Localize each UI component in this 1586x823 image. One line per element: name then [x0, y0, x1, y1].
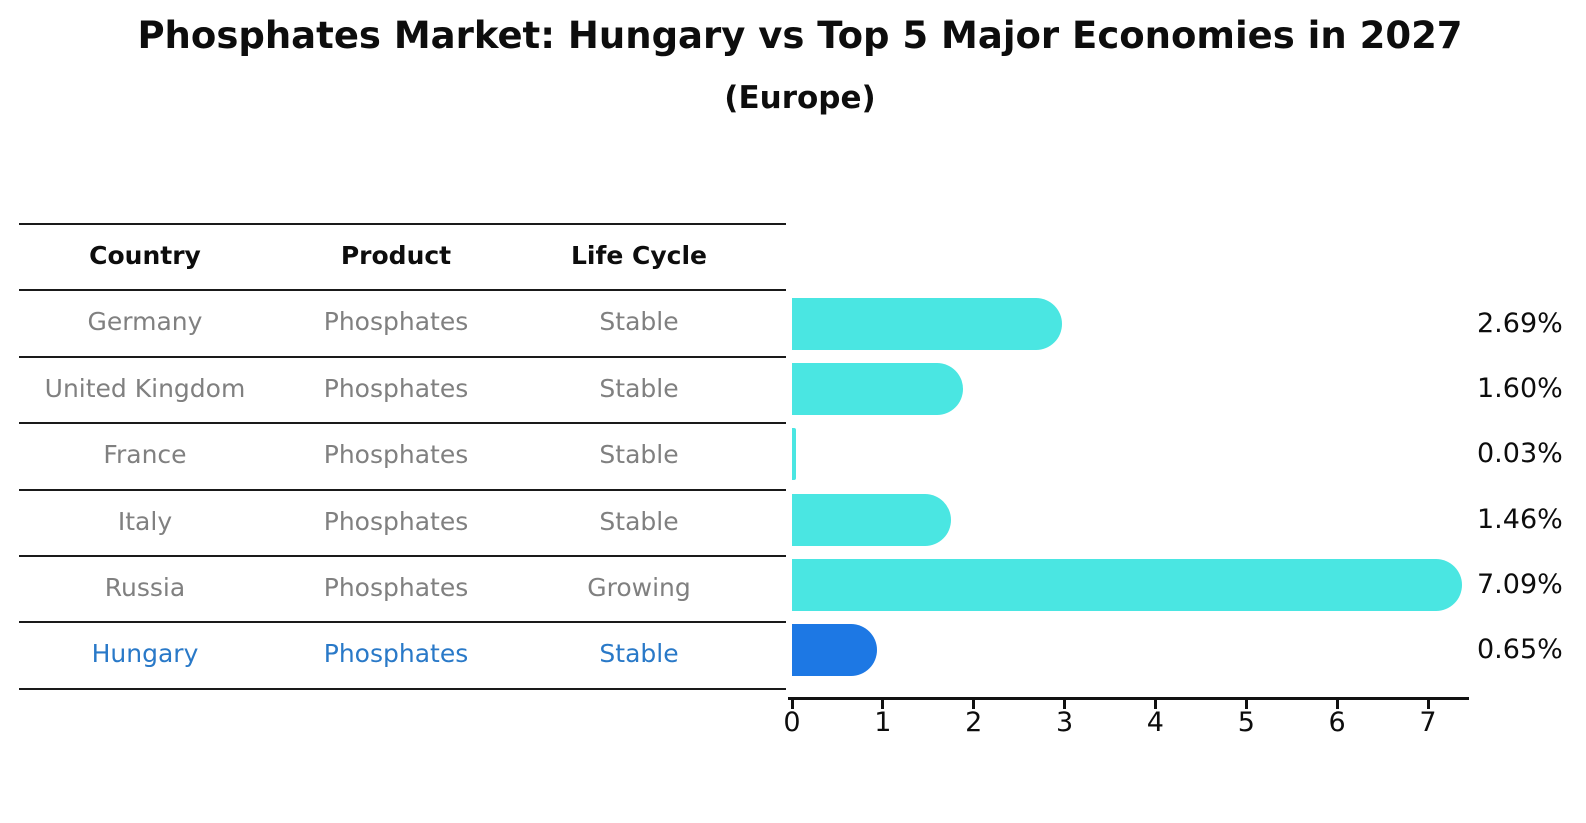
life-cycle-cell: Stable — [599, 307, 679, 336]
value-label-france: 0.03% — [1477, 438, 1563, 470]
bar-germany — [792, 298, 1063, 350]
table-row-separator — [19, 489, 786, 491]
table-row-separator — [19, 621, 786, 623]
value-label-hungary: 0.65% — [1477, 634, 1563, 665]
value-label-germany: 2.69% — [1477, 308, 1563, 339]
x-axis-tick — [790, 700, 794, 709]
x-axis-tick — [972, 700, 976, 709]
country-cell: Hungary — [91, 639, 199, 668]
country-cell: United Kingdom — [44, 374, 246, 403]
table-row-france: France Phosphates Stable — [19, 422, 786, 488]
table-border-top — [19, 223, 786, 225]
table-row-germany: Germany Phosphates Stable — [19, 289, 786, 355]
x-axis-tick — [1426, 700, 1430, 709]
life-cycle-cell: Stable — [599, 639, 679, 668]
table-row-separator — [19, 356, 786, 358]
table-border-bottom — [19, 688, 786, 690]
x-axis-tick — [1244, 700, 1248, 709]
country-cell: Italy — [117, 507, 173, 536]
life-cycle-cell: Stable — [599, 374, 679, 403]
product-cell: Phosphates — [323, 639, 469, 668]
value-label-united-kingdom: 1.60% — [1477, 373, 1563, 405]
table-row-separator — [19, 422, 786, 424]
product-cell: Phosphates — [323, 573, 469, 602]
bar-russia — [792, 558, 1463, 611]
bar-united-kingdom — [792, 363, 964, 416]
bar-italy — [792, 493, 951, 546]
table-header-row: Country Product Life Cycle — [19, 223, 786, 289]
column-header-life-cycle: Life Cycle — [570, 241, 708, 270]
column-header-country: Country — [89, 241, 201, 270]
x-axis-tick — [1063, 700, 1067, 709]
life-cycle-cell: Growing — [587, 573, 691, 602]
x-axis-tick — [1153, 700, 1157, 709]
bar-hungary — [792, 624, 878, 676]
chart-title: Phosphates Market: Hungary vs Top 5 Majo… — [137, 14, 1463, 57]
x-axis-line — [788, 697, 1469, 700]
product-cell: Phosphates — [323, 507, 469, 536]
x-axis-tick — [881, 700, 885, 709]
bar-france — [792, 428, 796, 481]
table-row-united-kingdom: United Kingdom Phosphates Stable — [19, 356, 786, 422]
column-header-product: Product — [340, 241, 452, 270]
product-cell: Phosphates — [323, 440, 469, 469]
country-cell: France — [103, 440, 187, 469]
country-cell: Russia — [104, 573, 186, 602]
product-cell: Phosphates — [323, 374, 469, 403]
chart-subtitle: (Europe) — [724, 80, 876, 116]
table-row-italy: Italy Phosphates Stable — [19, 489, 786, 555]
value-label-russia: 7.09% — [1477, 568, 1563, 600]
life-cycle-cell: Stable — [599, 440, 679, 469]
country-cell: Germany — [87, 307, 203, 336]
table-row-russia: Russia Phosphates Growing — [19, 555, 786, 621]
product-cell: Phosphates — [323, 307, 469, 336]
table-header-separator — [19, 289, 786, 291]
x-axis-tick — [1335, 700, 1339, 709]
value-label-italy: 1.46% — [1477, 503, 1563, 535]
life-cycle-cell: Stable — [599, 507, 679, 536]
table-row-hungary: Hungary Phosphates Stable — [19, 621, 786, 688]
table-row-separator — [19, 555, 786, 557]
